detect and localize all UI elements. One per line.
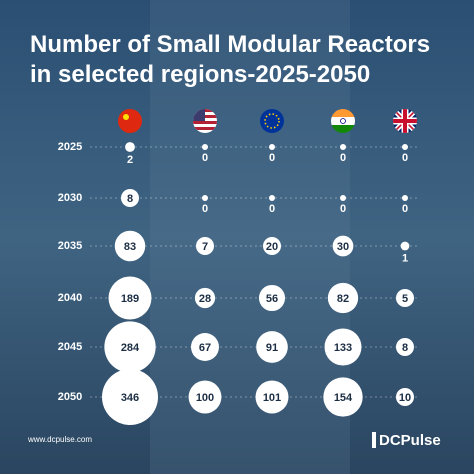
bubble bbox=[188, 380, 222, 414]
value-label: 100 bbox=[196, 392, 214, 404]
bubble bbox=[108, 276, 152, 320]
value-label: 0 bbox=[269, 152, 275, 164]
value-label: 0 bbox=[269, 203, 275, 215]
bubble bbox=[269, 144, 275, 150]
value-label: 0 bbox=[202, 152, 208, 164]
bubble bbox=[402, 195, 408, 201]
bubble bbox=[125, 142, 135, 152]
background-plant bbox=[150, 0, 350, 474]
value-label: 56 bbox=[266, 293, 278, 305]
chart-title: Number of Small Modular Reactors in selec… bbox=[30, 31, 430, 88]
bubble bbox=[194, 287, 216, 309]
bubble bbox=[258, 284, 286, 312]
value-label: 284 bbox=[121, 342, 140, 354]
y-category-label: 2035 bbox=[58, 240, 82, 252]
value-label: 2 bbox=[127, 154, 133, 166]
brand: DCPulse bbox=[379, 432, 441, 449]
bubble bbox=[340, 195, 346, 201]
value-label: 1 bbox=[402, 252, 408, 264]
bubble bbox=[262, 236, 282, 256]
source: www.dcpulse.com bbox=[27, 435, 92, 444]
value-label: 0 bbox=[202, 203, 208, 215]
bubble bbox=[255, 380, 289, 414]
brand-logo bbox=[372, 432, 376, 448]
value-label: 7 bbox=[202, 241, 208, 253]
value-label: 154 bbox=[334, 392, 353, 404]
flag-eu bbox=[260, 109, 284, 133]
bubble bbox=[196, 237, 214, 255]
bubble bbox=[121, 189, 139, 207]
value-label: 346 bbox=[121, 392, 139, 404]
y-category-label: 2030 bbox=[58, 192, 82, 204]
value-label: 0 bbox=[340, 152, 346, 164]
value-label: 101 bbox=[263, 392, 281, 404]
bubble bbox=[396, 338, 414, 356]
y-category-label: 2045 bbox=[58, 341, 82, 353]
bubble bbox=[396, 289, 414, 307]
bubble bbox=[114, 230, 146, 262]
y-category-label: 2040 bbox=[58, 292, 82, 304]
bubble bbox=[324, 328, 362, 366]
value-label: 83 bbox=[124, 241, 136, 253]
value-label: 28 bbox=[199, 293, 211, 305]
value-label: 133 bbox=[334, 342, 352, 354]
bubble bbox=[102, 369, 158, 425]
bubble bbox=[104, 321, 156, 373]
value-label: 8 bbox=[127, 193, 133, 205]
value-label: 8 bbox=[402, 342, 408, 354]
bubble bbox=[269, 195, 275, 201]
value-label: 5 bbox=[402, 293, 408, 305]
value-label: 0 bbox=[402, 203, 408, 215]
value-label: 82 bbox=[337, 293, 349, 305]
flag-china bbox=[118, 109, 142, 133]
value-label: 0 bbox=[402, 152, 408, 164]
bubble bbox=[202, 144, 208, 150]
bubble bbox=[396, 388, 414, 406]
flag-india bbox=[331, 109, 355, 133]
bubble bbox=[323, 377, 363, 417]
bubble bbox=[340, 144, 346, 150]
value-label: 91 bbox=[266, 342, 278, 354]
value-label: 20 bbox=[266, 241, 278, 253]
bubble bbox=[400, 241, 410, 251]
y-category-label: 2025 bbox=[58, 141, 82, 153]
bubble bbox=[402, 144, 408, 150]
bubble bbox=[332, 235, 354, 257]
value-label: 30 bbox=[337, 241, 349, 253]
bubble bbox=[256, 331, 288, 363]
bubble bbox=[202, 195, 208, 201]
y-category-label: 2050 bbox=[58, 391, 82, 403]
value-label: 67 bbox=[199, 342, 211, 354]
flag-usa bbox=[193, 109, 217, 133]
value-label: 10 bbox=[399, 392, 411, 404]
flag-uk bbox=[393, 109, 417, 133]
bubble bbox=[190, 332, 220, 362]
value-label: 189 bbox=[121, 293, 139, 305]
bubble bbox=[327, 282, 359, 314]
value-label: 0 bbox=[340, 203, 346, 215]
